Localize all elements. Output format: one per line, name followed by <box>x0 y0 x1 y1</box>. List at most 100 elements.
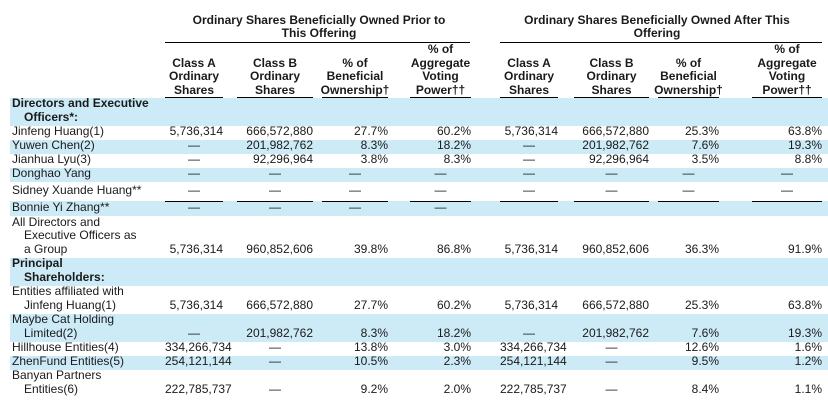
cell-beneficial-pct-prior: 8.3% <box>360 326 388 341</box>
column-header-text: Ordinary <box>503 69 554 83</box>
cell-class-a-prior: — <box>188 200 200 215</box>
cell-beneficial-pct-prior: 27.7% <box>353 124 388 139</box>
cell-class-b-prior: — <box>269 340 281 355</box>
cell-beneficial-pct-after: 12.6% <box>684 340 719 355</box>
cell-class-b-prior: 201,982,762 <box>246 138 313 153</box>
cell-class-b-prior: — <box>269 382 281 397</box>
cell-class-a-after: — <box>523 166 535 181</box>
column-header-text: Power†† <box>415 82 466 97</box>
cell-voting-pct-prior: 2.0% <box>443 382 471 397</box>
column-header-class-b-after: Class B Ordinary Shares <box>568 43 655 97</box>
column-header-text: % of <box>774 42 800 56</box>
cell-class-b-after: — <box>605 382 618 397</box>
cell-class-a-prior: — <box>188 183 200 198</box>
row-label: Sidney Xuande Huang** <box>12 183 142 198</box>
cell-class-a-prior: — <box>188 138 200 153</box>
column-header-text: % of <box>675 55 702 70</box>
column-header-text: Aggregate <box>757 55 817 70</box>
row-label-line: Sidney Xuande Huang** <box>12 183 142 198</box>
table-row: Yuwen Chen(2) — 201,982,762 8.3% 18.2% — 201,9… <box>10 138 828 154</box>
cell-beneficial-pct-prior: 3.8% <box>360 152 388 167</box>
cell-class-a-after: 5,736,314 <box>504 298 558 313</box>
cell-voting-pct-after: 1.2% <box>794 354 822 369</box>
column-header-text: Shares <box>173 82 215 97</box>
group-header-after-underline <box>500 42 822 43</box>
section-header-row: Directors and Executive Officers*: <box>10 97 828 126</box>
column-header-text: Aggregate <box>410 55 471 70</box>
column-header-text: Class A <box>172 55 216 70</box>
cell-class-b-after: — <box>605 340 618 355</box>
section-title: Directors and Executive Officers*: <box>12 97 149 125</box>
column-header-underline <box>410 97 471 98</box>
cell-voting-pct-after: — <box>781 166 793 181</box>
cell-beneficial-pct-after: 9.5% <box>691 354 719 369</box>
cell-beneficial-pct-prior: — <box>349 166 361 181</box>
table-row: ZhenFund Entities(5) 254,121,144 — 10.5% 2.3… <box>10 354 828 370</box>
column-header-text: Beneficial <box>326 69 384 83</box>
cell-voting-pct-after: 63.8% <box>787 124 822 139</box>
row-label-line: Executive Officers as <box>24 228 137 243</box>
cell-class-b-after: 201,982,762 <box>582 138 649 153</box>
table-row: Entities affiliated with Jinfeng Huang(1)… <box>10 284 828 314</box>
cell-voting-pct-after: 19.3% <box>787 138 822 153</box>
row-label-line: Entities affiliated with <box>12 284 124 299</box>
column-header-text: Class B <box>252 55 298 70</box>
table-row: Donghao Yang — — — — — — — — <box>10 166 828 182</box>
cell-voting-pct-prior: 60.2% <box>436 124 471 139</box>
column-header-text: Ordinary <box>168 69 219 83</box>
group-header-after-line1: Ordinary Shares Beneficially Owned After… <box>524 13 790 27</box>
cell-class-a-after: 334,266,734 <box>500 340 567 355</box>
cell-beneficial-pct-after: 8.4% <box>691 382 719 397</box>
table-row: Jianhua Lyu(3) — 92,296,964 3.8% 8.3% — 92,296… <box>10 152 828 168</box>
cell-class-b-prior: — <box>269 166 281 181</box>
column-header-text: Ordinary <box>249 69 300 83</box>
cell-class-a-after: 5,736,314 <box>504 242 558 257</box>
cell-beneficial-pct-after: 36.3% <box>684 242 719 257</box>
cell-class-b-after: 666,572,880 <box>582 298 649 313</box>
cell-voting-pct-prior: 18.2% <box>436 326 471 341</box>
cell-voting-pct-after: 63.8% <box>787 298 822 313</box>
cell-class-b-prior: 960,852,606 <box>246 242 313 257</box>
column-header-underline <box>165 97 223 98</box>
column-header-text: Voting <box>422 69 459 83</box>
group-header-prior-line1: Ordinary Shares Beneficially Owned Prior… <box>192 13 446 27</box>
column-header-text: Ownership† <box>320 82 390 97</box>
cell-voting-pct-prior: 3.0% <box>443 340 471 355</box>
row-label-line: Jianhua Lyu(3) <box>12 152 91 167</box>
row-label: Hillhouse Entities(4) <box>12 340 119 355</box>
cell-voting-pct-prior: 18.2% <box>436 138 471 153</box>
row-label-line: Jinfeng Huang(1) <box>24 298 117 313</box>
column-header-underline <box>322 97 388 98</box>
cell-class-a-after: — <box>523 326 535 341</box>
column-header-class-b-prior: Class B Ordinary Shares <box>231 43 319 97</box>
cell-beneficial-pct-prior: 9.2% <box>360 382 388 397</box>
cell-beneficial-pct-after: 25.3% <box>684 298 719 313</box>
cell-class-b-after: 92,296,964 <box>588 152 649 167</box>
cell-class-b-prior: — <box>269 200 281 215</box>
row-label-line: Yuwen Chen(2) <box>12 138 95 153</box>
table-row: Hillhouse Entities(4) 334,266,734 — 13.8% 3.… <box>10 340 828 356</box>
cell-class-b-after: — <box>605 354 618 369</box>
column-header-text: Shares <box>254 82 296 97</box>
cell-beneficial-pct-prior: — <box>349 200 361 215</box>
cell-class-b-prior: — <box>269 183 281 198</box>
cell-class-a-prior: 5,736,314 <box>169 124 223 139</box>
row-label: All Directors and Executive Officers as a … <box>12 215 137 257</box>
column-header-text <box>231 43 319 57</box>
column-header-class-a-after: Class A Ordinary Shares <box>494 43 564 97</box>
cell-class-b-after: 201,982,762 <box>582 326 649 341</box>
column-header-text: % of <box>342 55 368 70</box>
cell-class-a-after: — <box>523 183 535 198</box>
row-label-line: Principal <box>12 256 63 271</box>
cell-voting-pct-after: 8.8% <box>794 152 822 167</box>
cell-class-a-after: 5,736,314 <box>504 124 558 139</box>
row-label: Maybe Cat Holding Limited(2) <box>12 313 114 341</box>
column-header-text <box>568 43 655 57</box>
column-header-text: Class A <box>507 55 551 70</box>
column-header-text: Voting <box>768 69 806 83</box>
cell-beneficial-pct-after: — <box>682 166 695 181</box>
table-row: Jinfeng Huang(1) 5,736,314 666,572,880 27.7… <box>10 124 828 140</box>
cell-class-b-prior: 666,572,880 <box>246 298 313 313</box>
subtotal-separator-line <box>165 201 223 202</box>
column-header-text <box>494 43 564 57</box>
